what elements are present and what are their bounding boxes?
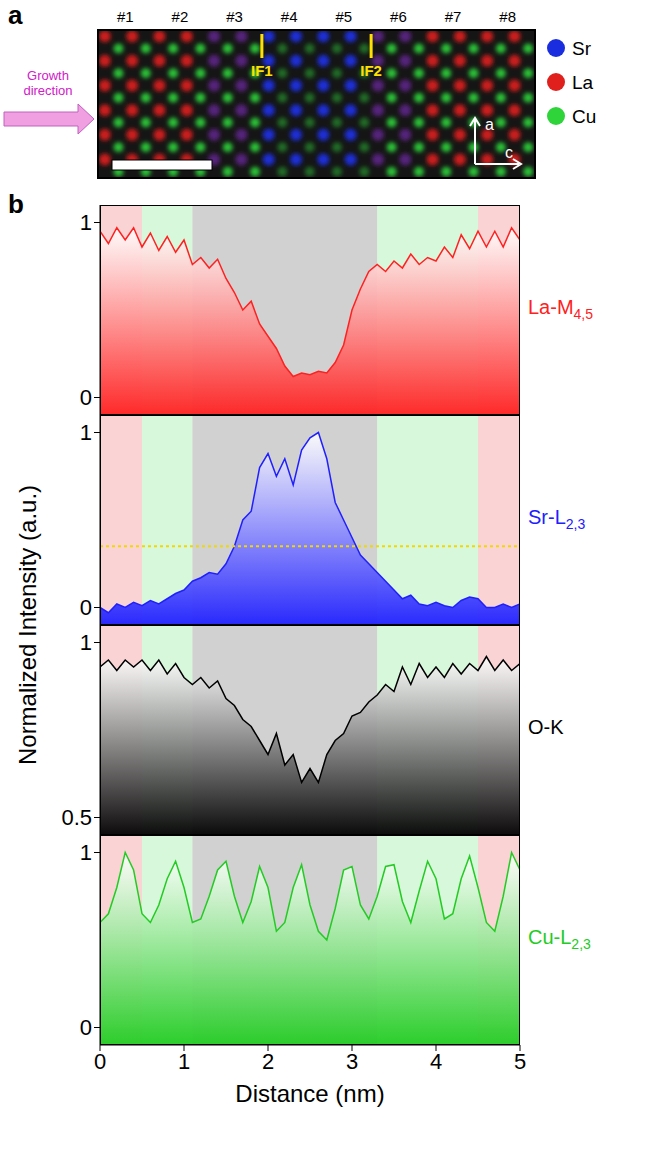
html-text:a: a	[8, 0, 23, 30]
html-text:O-K: O-K	[528, 716, 564, 738]
svg-text:a: a	[485, 116, 494, 133]
svg-text:Distance (nm): Distance (nm)	[235, 1080, 384, 1107]
svg-text:1: 1	[178, 1049, 190, 1074]
svg-text:#3: #3	[226, 8, 243, 25]
svg-text:#7: #7	[445, 8, 462, 25]
svg-text:#6: #6	[390, 8, 407, 25]
html-text:Growth direction: Growth direction	[23, 68, 73, 98]
svg-text:#2: #2	[172, 8, 189, 25]
html-text:Cu-L2,3: Cu-L2,3	[528, 926, 591, 952]
svg-text:1: 1	[80, 630, 92, 655]
svg-text:0.5: 0.5	[61, 805, 92, 830]
svg-text:5: 5	[514, 1049, 526, 1074]
svg-text:c: c	[505, 144, 513, 161]
svg-text:La: La	[572, 72, 594, 93]
svg-text:0: 0	[80, 1015, 92, 1040]
svg-text:#1: #1	[117, 8, 134, 25]
svg-text:1: 1	[80, 840, 92, 865]
svg-text:0: 0	[80, 595, 92, 620]
svg-text:1: 1	[80, 420, 92, 445]
svg-text:4: 4	[430, 1049, 442, 1074]
html-text:b: b	[8, 189, 24, 219]
svg-text:IF2: IF2	[360, 62, 382, 79]
svg-text:1: 1	[80, 210, 92, 235]
svg-text:Sr: Sr	[572, 38, 592, 59]
svg-text:2: 2	[262, 1049, 274, 1074]
svg-text:Normalized Intensity (a.u.): Normalized Intensity (a.u.)	[14, 485, 41, 765]
svg-text:#5: #5	[335, 8, 352, 25]
svg-text:0: 0	[80, 385, 92, 410]
svg-text:3: 3	[346, 1049, 358, 1074]
svg-text:IF1: IF1	[251, 62, 273, 79]
svg-text:#8: #8	[499, 8, 516, 25]
html-text:Sr-L2,3: Sr-L2,3	[528, 506, 586, 532]
svg-text:Cu: Cu	[572, 106, 596, 127]
svg-text:0: 0	[94, 1049, 106, 1074]
svg-text:#4: #4	[281, 8, 298, 25]
html-text:La-M4,5: La-M4,5	[528, 296, 593, 322]
